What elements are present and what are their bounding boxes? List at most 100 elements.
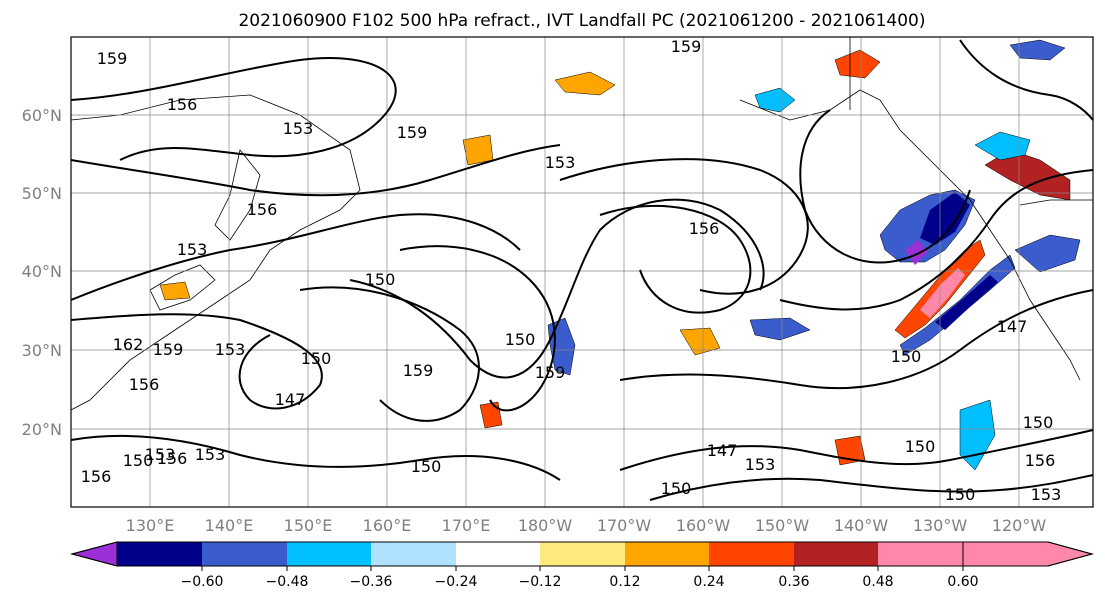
- contour-label: 153: [283, 119, 314, 138]
- contour-label: 159: [397, 123, 428, 142]
- shade-arctic-positive: [554, 71, 616, 96]
- contour-label: 147: [997, 317, 1028, 336]
- contour-label: 159: [153, 340, 184, 359]
- shade-alaska-positive: [834, 49, 881, 79]
- shade-negative-peak: [905, 240, 928, 265]
- lon-label: 130°E: [126, 516, 175, 535]
- lon-label: 160°W: [676, 516, 731, 535]
- colorbar-tick-label: 0.24: [693, 574, 724, 590]
- contour-label: 150: [1023, 413, 1054, 432]
- contour-label: 156: [167, 95, 198, 114]
- contour-line: [619, 429, 1094, 471]
- contour-line: [559, 158, 809, 295]
- shade-north-negative: [1009, 39, 1066, 61]
- shade-asia-positive: [159, 281, 191, 301]
- lat-label: 60°N: [22, 106, 62, 125]
- contour-label: 156: [157, 449, 188, 468]
- contour-label: 156: [129, 375, 160, 394]
- colorbar-tick-label: 0.48: [862, 574, 893, 590]
- colorbar-tick-label: −0.12: [519, 574, 562, 590]
- contour-label: 153: [545, 153, 576, 172]
- lon-label: 170°E: [442, 516, 491, 535]
- contour-label: 159: [671, 37, 702, 56]
- colorbar-segment: [878, 542, 963, 566]
- contour-label: 159: [97, 49, 128, 68]
- contour-label: 150: [365, 270, 396, 289]
- contour-label: 153: [215, 340, 246, 359]
- colorbar-segment: [540, 542, 625, 566]
- contour-label: 150: [945, 485, 976, 504]
- contour-lines: [70, 39, 1094, 501]
- contour-line: [959, 39, 1094, 121]
- contour-label: 153: [145, 445, 176, 464]
- figure-title: 2021060900 F102 500 hPa refract., IVT La…: [238, 11, 925, 31]
- gridlines: [71, 37, 1093, 507]
- colorbar-segment: [794, 542, 878, 566]
- lon-label: 160°E: [363, 516, 412, 535]
- contour-line: [399, 245, 556, 412]
- lon-label: 140°E: [205, 516, 254, 535]
- japan-coastline: [149, 264, 216, 311]
- latitude-labels: 60°N 50°N 40°N 30°N 20°N: [22, 106, 62, 439]
- contour-label: 150: [891, 347, 922, 366]
- contour-label: 147: [275, 390, 306, 409]
- contour-label: 150: [123, 451, 154, 470]
- lon-label: 170°W: [597, 516, 652, 535]
- contour-label: 150: [905, 437, 936, 456]
- colorbar-segment: [117, 542, 202, 566]
- shade-kamchatka-positive: [462, 134, 494, 166]
- contour-line: [779, 169, 1094, 311]
- colorbar-tick-label: 0.36: [778, 574, 809, 590]
- shading-layer: [159, 39, 1081, 471]
- contour-line: [70, 313, 323, 410]
- shade-central-negative: [749, 317, 811, 341]
- contour-label: 153: [195, 445, 226, 464]
- sakhalin-coastline: [214, 149, 261, 241]
- contour-label: 156: [1025, 451, 1056, 470]
- lon-label: 140°W: [834, 516, 889, 535]
- shade-negative-core-2: [935, 275, 998, 330]
- contour-line: [299, 286, 480, 422]
- contour-line: [599, 204, 752, 314]
- contour-line: [619, 289, 1094, 390]
- shade-positive-peak: [920, 268, 965, 318]
- contour-line: [70, 434, 561, 481]
- colorbar-tick-label: 0.60: [947, 574, 978, 590]
- colorbar: −0.60 −0.48 −0.36 −0.24 −0.12 0.12 0.24 …: [70, 541, 1094, 590]
- contour-line: [70, 57, 397, 161]
- colorbar-tick-label: 0.12: [609, 574, 640, 590]
- shade-bering-negative: [754, 87, 796, 113]
- lon-label: 120°W: [992, 516, 1047, 535]
- contour-label: 150: [505, 330, 536, 349]
- colorbar-segment: [202, 542, 287, 566]
- lon-label: 180°W: [518, 516, 573, 535]
- north-america-coastline: [739, 89, 1081, 381]
- colorbar-segment: [625, 542, 709, 566]
- contour-label: 153: [177, 240, 208, 259]
- colorbar-ticks: [201, 566, 964, 571]
- contour-label: 156: [689, 219, 720, 238]
- contour-label: 156: [81, 467, 112, 486]
- contour-labels: 159 156 153 156 153 150 159 162 156 153 …: [81, 37, 1062, 504]
- colorbar-segment: [287, 542, 371, 566]
- lat-label: 20°N: [22, 420, 62, 439]
- contour-line: [649, 474, 1094, 501]
- longitude-labels: 130°E 140°E 150°E 160°E 170°E 180°W 170°…: [126, 516, 1047, 535]
- contour-label: 153: [745, 455, 776, 474]
- colorbar-segment: [371, 542, 456, 566]
- lat-label: 30°N: [22, 341, 62, 360]
- contour-label: 159: [535, 363, 566, 382]
- contour-label: 162: [113, 335, 144, 354]
- contour-line: [349, 198, 765, 379]
- shade-central-positive: [679, 327, 721, 356]
- contour-label: 156: [247, 200, 278, 219]
- us-canada-border: [1019, 199, 1093, 206]
- colorbar-segment: [709, 542, 794, 566]
- shade-us-negative: [1014, 234, 1081, 273]
- contour-line: [70, 213, 521, 301]
- colorbar-segment: [456, 542, 540, 566]
- colorbar-tick-label: −0.36: [350, 574, 393, 590]
- colorbar-low-extension: [70, 541, 118, 567]
- colorbar-tick-label: −0.48: [266, 574, 309, 590]
